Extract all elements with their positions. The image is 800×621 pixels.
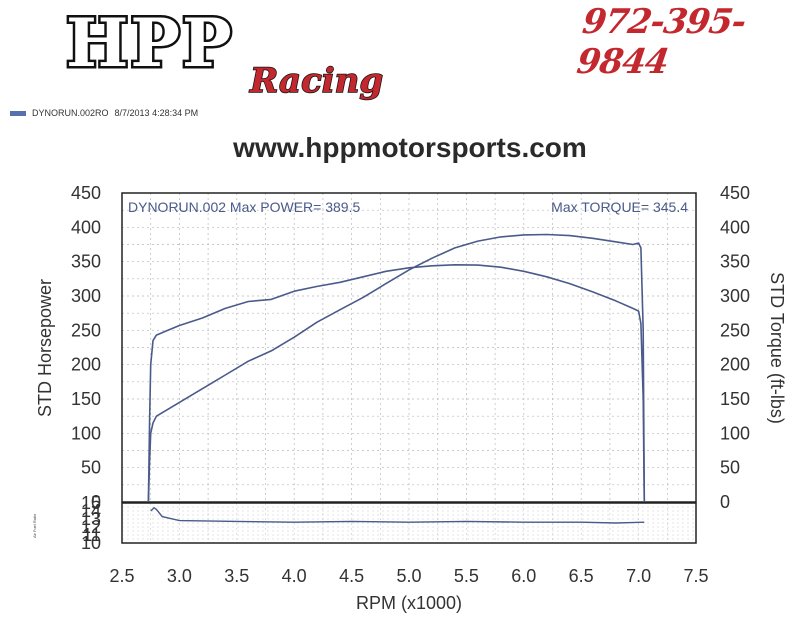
y-tick-label: 250 [71,320,101,340]
y-tick-label: 200 [71,355,101,375]
x-tick-label: 6.5 [569,566,594,586]
y2-tick-label: 350 [720,252,750,272]
y-axis-ticks: 0 50 100 150 200 250 300 350 400 450 [71,183,101,512]
x-axis-ticks: 2.5 3.0 3.5 4.0 4.5 5.0 5.5 6.0 6.5 7.0 7.5 [109,566,708,586]
x-tick-label: 5.0 [396,566,421,586]
torque-curve [147,264,646,503]
sub-tick-label: 15 [81,493,101,513]
y2-tick-label: 0 [720,492,730,512]
air-fuel-ratio-curve [150,506,645,524]
legend-date: 8/7/2013 4:28:34 PM [114,108,199,118]
sub-axis-label: Air Fuel Ratio [32,513,37,538]
y2-tick-label: 250 [720,320,750,340]
y-tick-label: 0 [91,492,101,512]
svg-text:HPP: HPP [66,4,234,82]
y2-tick-label: 400 [720,217,750,237]
legend-swatch [10,110,26,116]
y2-axis-label: STD Torque (ft-lbs) [767,272,787,424]
x-tick-label: 3.0 [167,566,192,586]
y2-axis-ticks: 0 50 100 150 200 250 300 350 400 450 [720,183,750,512]
y-axis-label: STD Horsepower [35,279,55,417]
y-tick-label: 100 [71,423,101,443]
hpp-racing-logo: HPP Racing [64,4,384,102]
x-axis-label: RPM (x1000) [356,593,462,613]
x-tick-label: 5.5 [454,566,479,586]
svg-text:Racing: Racing [249,61,383,101]
chart-header-right: Max TORQUE= 345.4 [551,199,688,215]
sub-grid-lines [121,502,697,544]
plot-frame [121,192,697,503]
x-tick-label: 3.5 [224,566,249,586]
sub-tick-label: 11 [82,525,101,545]
curves [147,233,646,524]
x-tick-label: 7.0 [626,566,651,586]
y2-tick-label: 150 [720,389,750,409]
x-tick-label: 4.0 [282,566,307,586]
y2-tick-label: 100 [720,423,750,443]
x-tick-label: 6.0 [511,566,536,586]
sub-tick-label: 13 [81,509,101,529]
y2-tick-label: 300 [720,286,750,306]
x-tick-label: 7.5 [683,566,708,586]
y2-tick-label: 450 [720,183,750,203]
y-tick-label: 350 [71,252,101,272]
y-tick-label: 400 [71,217,101,237]
y2-tick-label: 50 [720,458,740,478]
horsepower-curve [147,233,646,503]
sub-tick-label: 14 [81,501,101,521]
y-tick-label: 450 [71,183,101,203]
legend-run-name: DYNORUN.002RO [32,108,109,118]
sub-plot-frame [121,502,697,544]
chart-header-left: DYNORUN.002 Max POWER= 389.5 [128,199,360,215]
x-tick-label: 4.5 [339,566,364,586]
y-tick-label: 150 [71,389,101,409]
x-tick-label: 2.5 [109,566,134,586]
y-tick-label: 50 [81,458,101,478]
grid-lines [121,192,697,503]
website-url: www.hppmotorsports.com [233,132,587,163]
y-tick-label: 300 [71,286,101,306]
sub-tick-label: 10 [81,533,101,553]
y2-tick-label: 200 [720,355,750,375]
sub-tick-label: 12 [81,517,101,537]
legend: DYNORUN.002RO 8/7/2013 4:28:34 PM [10,108,198,118]
